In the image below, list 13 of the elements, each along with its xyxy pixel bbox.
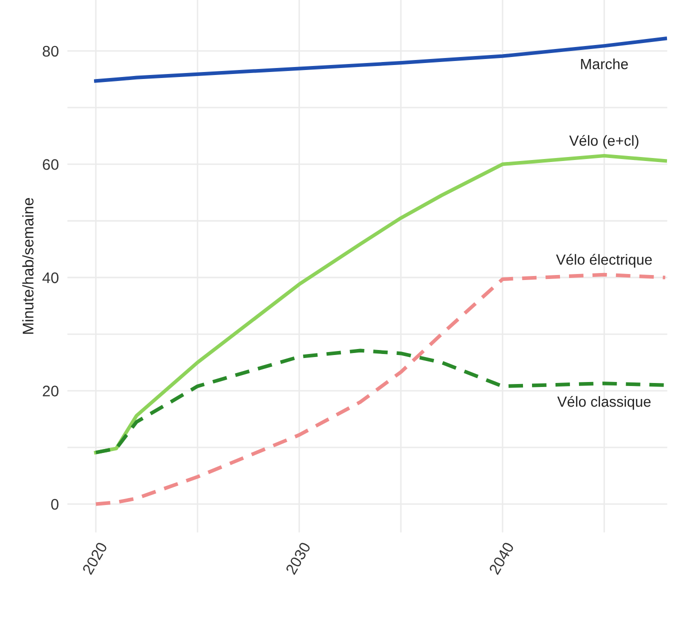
line-series	[94, 154, 668, 454]
y-tick-label: 40	[42, 272, 58, 284]
y-tick-label: 20	[42, 386, 58, 396]
y-tick-label: 0	[51, 498, 58, 510]
series-label: Vélo (e+cl)	[569, 134, 638, 149]
series-label: Vélo classique	[557, 396, 651, 410]
series-label: Vélo électrique	[556, 254, 652, 268]
y-tick-label: 60	[42, 159, 58, 170]
line-series	[94, 36, 668, 83]
series-label: Marche	[581, 58, 628, 70]
y-axis-title: Minute/hab/semaine	[22, 198, 34, 334]
line-series	[94, 272, 668, 506]
y-tick-label: 80	[42, 46, 58, 57]
